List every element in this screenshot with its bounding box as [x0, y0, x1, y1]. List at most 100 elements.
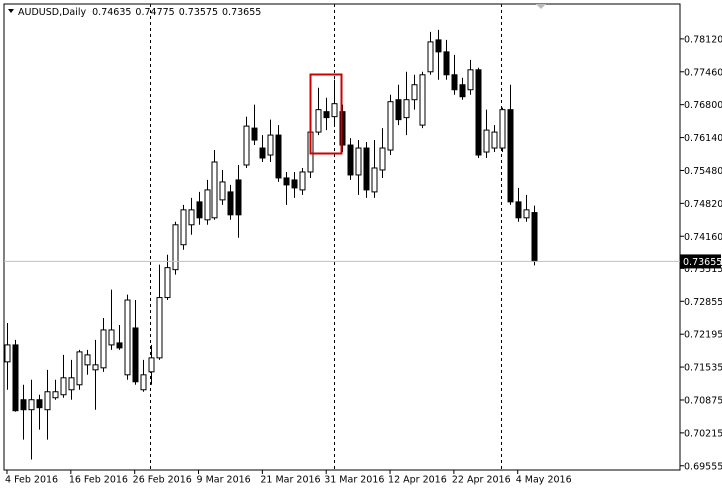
candle-body: [219, 181, 226, 201]
candle-body: [108, 329, 115, 346]
candle-body: [531, 212, 538, 262]
candle-body: [323, 111, 330, 119]
y-tick-label: 0.74160: [684, 232, 722, 243]
y-tick-label: 0.75480: [684, 166, 722, 177]
x-tick-label: 4 Feb 2016: [5, 475, 58, 486]
x-tick-label: 16 Feb 2016: [69, 475, 128, 486]
y-tick-label: 0.74820: [684, 199, 722, 210]
candle-body: [507, 109, 514, 203]
x-tick-label: 9 Mar 2016: [197, 475, 251, 486]
candle-body: [491, 131, 498, 149]
candle-body: [355, 147, 362, 176]
candle-body: [523, 209, 530, 219]
candle-body: [180, 209, 187, 246]
candle-body: [371, 167, 378, 193]
candle-body: [499, 109, 506, 149]
candle-body: [419, 74, 426, 126]
candle-body: [459, 84, 466, 98]
candle-body: [116, 342, 123, 349]
highlight-box: [309, 73, 343, 155]
candle-body: [92, 364, 99, 371]
candle-body: [451, 74, 458, 91]
candle-body: [275, 134, 282, 179]
x-tick-label: 4 May 2016: [516, 475, 572, 486]
candle-body: [76, 351, 83, 386]
x-tick-label: 22 Apr 2016: [452, 475, 511, 486]
candle-body: [196, 201, 203, 219]
candle-body: [36, 399, 43, 409]
shift-marker: [536, 4, 546, 9]
y-tick-label: 0.77460: [684, 67, 722, 78]
price-label: 0.73655: [683, 257, 722, 268]
candle-body: [515, 201, 522, 219]
candle-body: [227, 191, 234, 216]
y-tick-label: 0.78120: [684, 34, 722, 45]
y-tick-label: 0.72855: [684, 297, 722, 308]
x-tick-label: 31 Mar 2016: [324, 475, 384, 486]
candle-body: [243, 125, 250, 166]
candles: [4, 29, 538, 460]
candle-body: [164, 267, 171, 299]
candle-body: [100, 329, 107, 369]
candle-body: [20, 399, 27, 411]
candle-body: [188, 209, 195, 226]
x-tick-label: 21 Mar 2016: [260, 475, 320, 486]
price-label-box: [680, 254, 721, 269]
header-open: 0.74635: [92, 7, 131, 18]
candle-body: [387, 101, 394, 151]
candle-body: [395, 99, 402, 121]
x-tick-label: 26 Feb 2016: [133, 475, 192, 486]
candle-body: [251, 127, 258, 141]
candle-body: [411, 84, 418, 101]
candle-body: [148, 357, 155, 373]
y-tick-label: 0.70875: [684, 395, 722, 406]
candle-body: [4, 344, 11, 363]
header-high: 0.74775: [135, 7, 174, 18]
candle-body: [84, 354, 91, 366]
header: AUDUSD,Daily 0.74635 0.74775 0.73575 0.73655: [18, 7, 261, 18]
y-tick-label: 0.70215: [684, 428, 722, 439]
candle-body: [363, 147, 370, 191]
candle-body: [443, 51, 450, 76]
candle-body: [475, 69, 482, 156]
y-tick-label: 0.71535: [684, 363, 722, 374]
header-close: 0.73655: [222, 7, 261, 18]
candle-body: [283, 177, 290, 186]
candle-body: [204, 189, 211, 221]
candle-body: [427, 41, 434, 73]
candle-body: [331, 103, 338, 118]
candle-body: [68, 377, 75, 391]
candle-body: [124, 299, 131, 376]
candle-body: [172, 224, 179, 271]
symbol: AUDUSD,Daily: [18, 7, 87, 18]
candle-body: [435, 39, 442, 53]
candle-body: [140, 374, 147, 391]
header-icon: [8, 9, 14, 13]
candle-body: [44, 391, 51, 411]
y-tick-label: 0.73515: [684, 264, 722, 275]
candle-body: [235, 179, 242, 216]
candle-body: [28, 399, 35, 411]
candle-body: [132, 327, 139, 383]
y-tick-label: 0.72195: [684, 330, 722, 341]
candle-body: [347, 144, 354, 176]
header-low: 0.73575: [179, 7, 218, 18]
x-tick-label: 12 Apr 2016: [388, 475, 447, 486]
candle-body: [156, 297, 163, 359]
candle-body: [299, 171, 306, 191]
candle-body: [259, 147, 266, 159]
y-tick-label: 0.76140: [684, 133, 722, 144]
candle-body: [379, 147, 386, 171]
candle-body: [52, 391, 59, 399]
candle-body: [467, 69, 474, 91]
candle-body: [211, 161, 218, 219]
candle-body: [291, 179, 298, 189]
candle-body: [267, 134, 274, 156]
candle-body: [315, 109, 322, 133]
y-tick-label: 0.76800: [684, 100, 722, 111]
y-tick-label: 0.69555: [684, 461, 722, 472]
candle-body: [403, 99, 410, 119]
candle-body: [12, 344, 19, 412]
